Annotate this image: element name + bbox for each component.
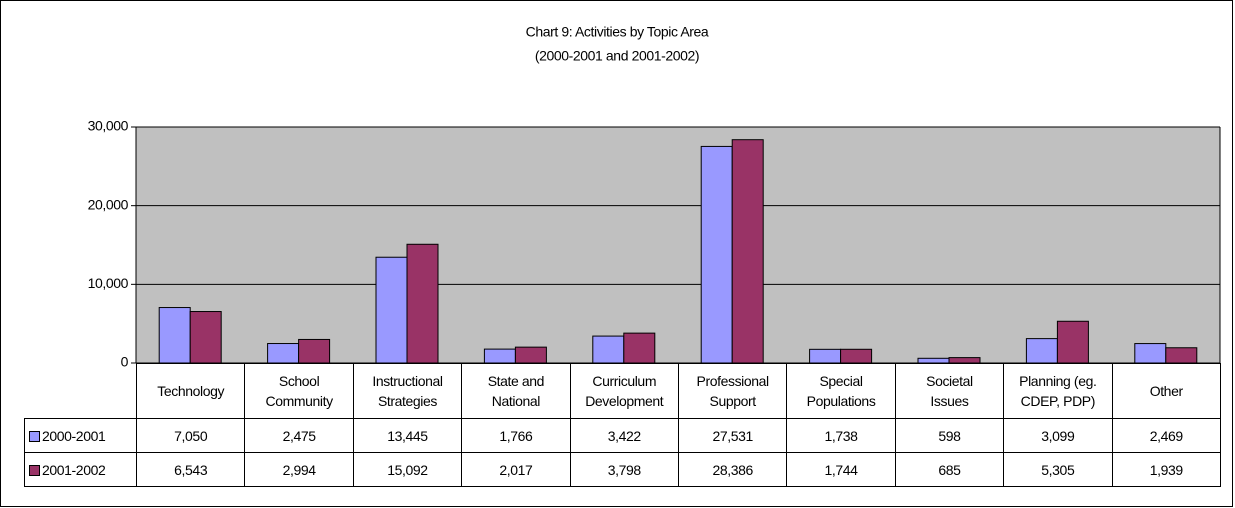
x-tick-label: State and National [461,363,571,419]
x-tick-label: Planning (eg. CDEP, PDP) [1003,363,1113,419]
data-label: 685 [894,452,1005,487]
data-label: 6,543 [135,452,246,487]
legend-swatch [29,464,40,476]
bar [592,335,625,364]
data-label: 2,475 [244,418,354,453]
data-label: 2,994 [244,452,354,487]
table-corner [24,363,137,419]
bar [731,139,764,364]
data-label: 1,744 [786,452,896,487]
bar [1025,338,1058,364]
legend-entry: 2001-2002 [24,452,137,487]
chart-subtitle: (2000-2001 and 2001-2002) [535,48,699,64]
data-label: 2,017 [461,452,571,487]
data-label: 7,050 [135,418,246,453]
legend-label: 2001-2002 [42,461,106,478]
x-tick-label: Professional Support [677,363,788,419]
data-label: 5,305 [1003,452,1113,487]
bar [809,348,842,364]
y-tick-label: 10,000 [88,275,129,291]
x-tick-label: Special Populations [786,363,896,419]
y-tick-label: 20,000 [88,196,129,212]
bar [158,307,191,364]
bar [623,332,656,364]
data-label: 15,092 [352,452,463,487]
data-label: 1,939 [1111,452,1221,487]
bar [700,145,733,364]
data-label: 3,798 [569,452,679,487]
series-row: 2001-2002 6,543 2,994 15,092 2,017 3,798 28,38… [24,452,1221,487]
x-tick-label: Curriculum Development [569,363,679,419]
bar [406,243,439,364]
plot-area [136,127,1220,363]
bar [1134,343,1167,364]
bar [267,343,300,364]
data-label: 1,766 [461,418,571,453]
data-label: 1,738 [786,418,896,453]
data-label: 2,469 [1111,418,1221,453]
x-tick-label: School Community [244,363,354,419]
bar [948,357,981,364]
bar [298,338,331,364]
legend-swatch [29,430,40,442]
bar [1056,320,1089,364]
data-label: 3,099 [1003,418,1113,453]
bar [189,311,222,364]
data-table: Technology School Community Instructional … [24,363,1221,487]
bar [840,348,873,364]
x-tick-label: Societal Issues [894,363,1005,419]
chart-title: Chart 9: Activities by Topic Area [526,24,709,40]
y-tick-label: 30,000 [88,118,129,134]
bar [375,256,408,364]
data-label: 3,422 [569,418,679,453]
category-row: Technology School Community Instructional … [24,363,1221,419]
data-label: 598 [894,418,1005,453]
y-tick-label: 0 [121,354,129,370]
data-label: 27,531 [677,418,788,453]
data-label: 28,386 [677,452,788,487]
legend-entry: 2000-2001 [24,418,137,453]
bar [514,346,547,364]
data-label: 13,445 [352,418,463,453]
x-tick-label: Technology [135,363,246,419]
series-row: 2000-2001 7,050 2,475 13,445 1,766 3,422 27,53… [24,418,1221,453]
x-tick-label: Other [1111,363,1221,419]
bar [1165,347,1198,364]
bar [483,348,516,364]
legend-label: 2000-2001 [42,427,106,444]
x-tick-label: Instructional Strategies [352,363,463,419]
